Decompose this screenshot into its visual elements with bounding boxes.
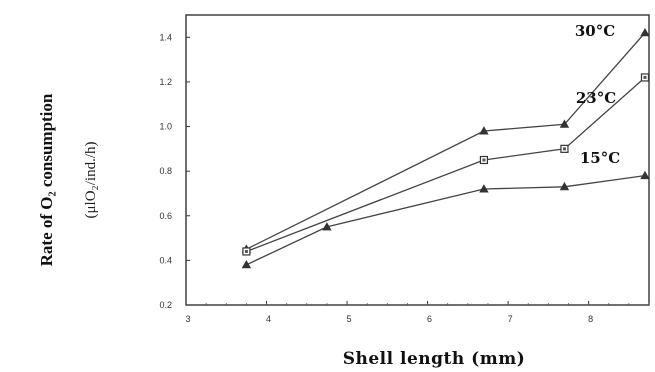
series-line [246, 32, 646, 250]
y-axis-unit: (μlO₂/ind./h) [83, 141, 99, 218]
y-axis-label-group: Rate of O₂ consumption (μlO₂/ind./h) [37, 93, 99, 266]
x-tick-label: 6 [427, 314, 432, 324]
x-tick-label: 4 [266, 314, 271, 324]
series-line [246, 77, 646, 253]
x-tick-label: 7 [508, 314, 513, 324]
x-axis-label: Shell length (mm) [343, 349, 526, 369]
data-point-triangle [640, 28, 650, 37]
series-label: 15°C [580, 149, 620, 167]
y-tick-label: 1.2 [159, 77, 172, 87]
y-tick-label: 0.4 [159, 255, 172, 265]
data-point-triangle [479, 184, 489, 193]
y-axis-label: Rate of O₂ consumption [37, 93, 56, 266]
y-tick-label: 0.6 [159, 211, 172, 221]
data-point-square-inner [482, 158, 486, 162]
y-tick-label: 0.2 [159, 300, 172, 310]
plot-frame [185, 14, 650, 306]
y-tick-label: 0.8 [159, 166, 172, 176]
data-point-square-inner [244, 249, 248, 253]
data-point-triangle [559, 181, 570, 191]
x-tick-label: 5 [347, 314, 352, 324]
data-point-triangle [559, 119, 570, 128]
data-point-triangle [640, 170, 650, 180]
x-tick-label: 8 [588, 314, 593, 324]
data-point-square-inner [643, 75, 647, 79]
y-tick-label: 1.4 [159, 32, 172, 42]
data-point-triangle [479, 126, 489, 135]
series-label: 23°C [576, 89, 616, 107]
series-group [241, 28, 650, 269]
x-tick-label: 3 [185, 314, 190, 324]
series-label: 30°C [575, 22, 615, 40]
data-point-triangle [241, 260, 252, 269]
tick-group: 3 4 5 6 7 8 0.2 0.4 0.6 0.8 1.0 1.2 1.4 [159, 32, 650, 324]
data-point-square-inner [562, 147, 566, 151]
data-point-triangle [322, 222, 332, 231]
series-label-group: 30°C 23°C 15°C [575, 22, 620, 167]
series-line [246, 174, 646, 266]
y-tick-label: 1.0 [159, 122, 172, 132]
